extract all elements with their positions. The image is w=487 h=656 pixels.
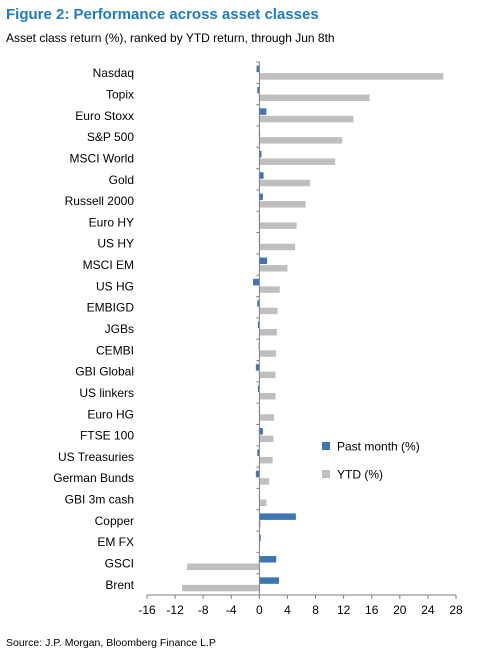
category-label-topix: Topix <box>106 87 134 101</box>
bar-past-month-gsci <box>259 556 277 563</box>
category-label-brent: Brent <box>105 578 134 592</box>
bar-past-month-topix <box>257 86 260 94</box>
bar-ytd-topix <box>259 94 370 101</box>
bar-ytd-jgbs <box>259 329 277 336</box>
bar-past-month-us-hg <box>253 278 260 286</box>
bar-ytd-gold <box>259 179 310 187</box>
bar-past-month-gold <box>259 172 264 179</box>
category-label-gbi-3m-cash: GBI 3m cash <box>65 493 134 507</box>
bar-ytd-us-hg <box>259 286 280 293</box>
x-tick-label: 20 <box>393 603 407 617</box>
category-label-euro-hg: Euro HG <box>87 407 134 421</box>
bar-past-month-brent <box>259 577 280 584</box>
category-label-s-p-500: S&P 500 <box>87 130 134 144</box>
x-tick-label: -8 <box>198 603 209 617</box>
category-label-em-fx: EM FX <box>97 535 134 549</box>
bar-past-month-em-fx <box>259 534 261 542</box>
x-tick-label: 0 <box>256 603 263 617</box>
bar-ytd-us-hy <box>259 243 296 251</box>
x-tick-label: 24 <box>421 603 435 617</box>
bar-ytd-us-treasuries <box>259 456 273 464</box>
bar-ytd-gbi-global <box>259 371 276 379</box>
category-label-jgbs: JGBs <box>105 322 134 336</box>
legend-swatch-past-month <box>322 442 330 450</box>
bar-past-month-us-treasuries <box>257 449 260 456</box>
bar-past-month-embigd <box>257 300 260 307</box>
bar-ytd-us-linkers <box>259 392 276 400</box>
category-label-embigd: EMBIGD <box>87 301 135 315</box>
bar-ytd-msci-em <box>259 265 288 272</box>
category-label-gold: Gold <box>109 173 134 187</box>
bar-ytd-s-p-500 <box>259 137 343 144</box>
x-tick-label: -12 <box>166 603 184 617</box>
figure-title: Figure 2: Performance across asset class… <box>6 6 319 23</box>
bar-ytd-copper <box>259 520 261 528</box>
bar-ytd-euro-hy <box>259 222 297 229</box>
x-tick-label: 28 <box>449 603 463 617</box>
category-label-us-hy: US HY <box>97 237 134 251</box>
bar-ytd-gbi-3m-cash <box>259 499 267 507</box>
category-label-copper: Copper <box>95 514 134 528</box>
category-label-us-hg: US HG <box>96 279 134 293</box>
category-label-german-bunds: German Bunds <box>53 471 134 485</box>
category-label-us-treasuries: US Treasuries <box>58 450 134 464</box>
category-label-nasdaq: Nasdaq <box>93 66 134 80</box>
category-label-msci-world: MSCI World <box>70 151 134 165</box>
bar-ytd-russell-2000 <box>259 201 306 208</box>
bar-past-month-russell-2000 <box>259 193 263 201</box>
x-tick-label: 4 <box>284 603 291 617</box>
x-tick-label: 12 <box>337 603 351 617</box>
legend-label-past-month: Past month (%) <box>337 440 420 454</box>
category-label-euro-stoxx: Euro Stoxx <box>75 109 134 123</box>
category-label-ftse-100: FTSE 100 <box>80 429 134 443</box>
x-tick-label: 16 <box>365 603 379 617</box>
bar-past-month-ftse-100 <box>259 428 263 435</box>
bar-ytd-brent <box>182 584 260 592</box>
x-tick-label: -16 <box>138 603 156 617</box>
category-label-russell-2000: Russell 2000 <box>65 194 135 208</box>
bar-ytd-gsci <box>187 563 260 571</box>
bar-past-month-us-linkers <box>257 385 260 392</box>
category-label-gbi-global: GBI Global <box>75 365 134 379</box>
x-tick-label: 8 <box>312 603 319 617</box>
figure-subtitle: Asset class return (%), ranked by YTD re… <box>6 31 335 45</box>
legend-swatch-ytd <box>322 470 330 478</box>
bar-past-month-euro-stoxx <box>259 108 267 115</box>
category-label-us-linkers: US linkers <box>79 386 134 400</box>
bar-ytd-cembi <box>259 350 277 357</box>
bar-past-month-nasdaq <box>256 65 260 73</box>
bar-past-month-german-bunds <box>255 470 260 478</box>
bar-past-month-jgbs <box>257 321 260 328</box>
bar-ytd-msci-world <box>259 158 336 165</box>
category-label-gsci: GSCI <box>105 557 134 571</box>
legend-label-ytd: YTD (%) <box>337 468 383 482</box>
bar-past-month-copper <box>259 513 296 520</box>
bar-ytd-nasdaq <box>259 73 444 80</box>
bar-ytd-german-bunds <box>259 478 270 485</box>
x-tick-label: -4 <box>226 603 237 617</box>
bar-past-month-gbi-global <box>255 364 260 371</box>
bar-past-month-msci-world <box>259 150 262 158</box>
category-label-euro-hy: Euro HY <box>89 215 134 229</box>
category-label-msci-em: MSCI EM <box>83 258 134 272</box>
bar-past-month-msci-em <box>259 257 268 265</box>
bar-ytd-ftse-100 <box>259 435 274 443</box>
bar-ytd-euro-stoxx <box>259 115 354 123</box>
bar-ytd-euro-hg <box>259 414 275 421</box>
bar-ytd-embigd <box>259 307 278 315</box>
figure-source: Source: J.P. Morgan, Bloomberg Finance L… <box>6 637 216 649</box>
category-label-cembi: CEMBI <box>96 343 134 357</box>
